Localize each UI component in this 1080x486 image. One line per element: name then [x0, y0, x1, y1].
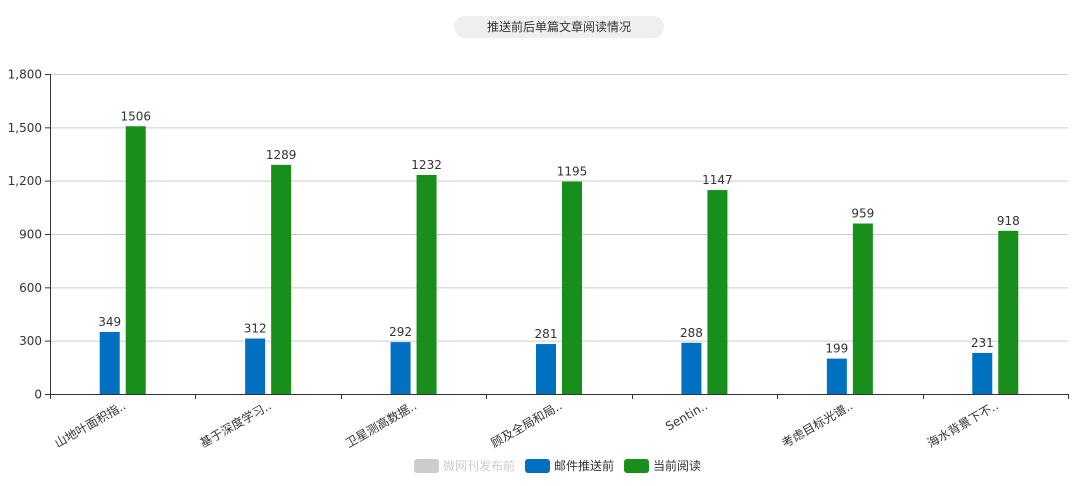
x-tick-label: 考虑目标光谱.. [779, 398, 855, 450]
x-tick-label: 卫星测高数据.. [343, 398, 419, 451]
data-label: 1195 [557, 165, 588, 179]
legend-swatch[interactable] [414, 459, 439, 473]
bar[interactable] [681, 342, 702, 394]
x-tick-label: 基于深度学习.. [197, 398, 273, 451]
legend-swatch[interactable] [624, 459, 650, 473]
data-label: 1289 [266, 148, 297, 162]
data-label: 281 [535, 327, 558, 341]
data-label: 959 [851, 207, 874, 221]
x-tick-label: 山地叶面积指.. [52, 398, 128, 451]
bar[interactable] [536, 344, 556, 394]
chart-title: 推送前后单篇文章阅读情况 [454, 16, 664, 38]
data-label: 199 [825, 342, 848, 356]
data-label: 349 [98, 315, 121, 329]
bar[interactable] [245, 338, 266, 394]
bar[interactable] [998, 230, 1019, 394]
y-tick-label: 1,800 [8, 68, 42, 82]
y-tick-label: 1,500 [8, 121, 42, 135]
legend-item[interactable]: 邮件推送前 [554, 458, 614, 473]
y-tick-label: 0 [34, 388, 42, 402]
bar[interactable] [826, 358, 847, 394]
legend-swatch[interactable] [525, 459, 551, 473]
bar[interactable] [125, 126, 146, 395]
bar[interactable] [99, 331, 120, 394]
bar[interactable] [271, 164, 292, 394]
bar[interactable] [852, 223, 873, 394]
bar[interactable] [416, 174, 437, 394]
data-label: 1506 [120, 109, 151, 123]
data-label: 1232 [411, 158, 442, 172]
x-tick-label: 顾及全局和局.. [488, 398, 564, 451]
bar[interactable] [972, 352, 993, 394]
data-label: 312 [244, 322, 267, 336]
y-tick-label: 300 [19, 334, 42, 348]
x-tick-label: Sentin.. [663, 398, 710, 433]
bar[interactable] [390, 342, 411, 394]
legend-item[interactable]: 微网刊发布前 [443, 458, 515, 473]
data-label: 292 [389, 325, 412, 339]
data-label: 231 [971, 336, 994, 350]
bar[interactable] [707, 190, 728, 394]
x-tick-label: 海水背景下不.. [924, 398, 1000, 451]
y-tick-label: 1,200 [8, 174, 42, 188]
data-label: 1147 [702, 173, 733, 187]
legend-item[interactable]: 当前阅读 [653, 458, 701, 473]
data-label: 918 [997, 214, 1020, 228]
y-tick-label: 900 [19, 228, 42, 242]
bar[interactable] [562, 181, 582, 394]
y-tick-label: 600 [19, 281, 42, 295]
data-label: 288 [680, 326, 703, 340]
